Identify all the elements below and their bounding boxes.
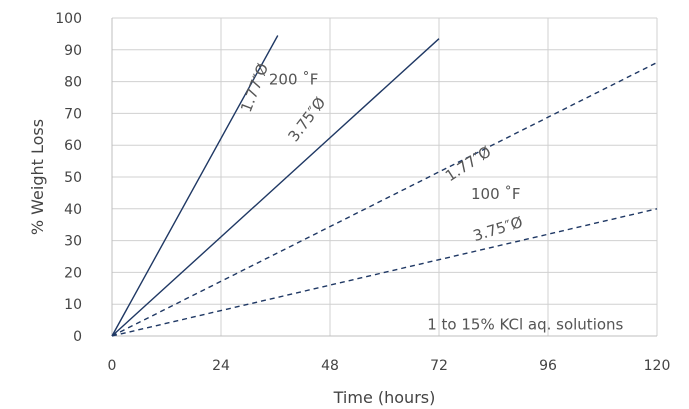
y-tick-label: 10 — [64, 297, 82, 313]
y-axis-title: % Weight Loss — [28, 119, 47, 235]
x-tick-label: 72 — [430, 358, 448, 374]
series-line-3 — [111, 61, 658, 337]
x-tick-label: 0 — [108, 358, 117, 374]
y-tick-label: 0 — [73, 329, 82, 345]
x-tick-labels: 0 24 48 72 96 120 — [108, 358, 671, 374]
y-tick-label: 80 — [64, 75, 82, 91]
x-tick-label: 48 — [321, 358, 339, 374]
ann-177-dashed: 1.77″Ø — [442, 142, 495, 185]
ann-177-solid: 1.77″Ø — [237, 61, 272, 115]
x-tick-label: 120 — [644, 358, 671, 374]
y-tick-label: 30 — [64, 234, 82, 250]
y-tick-label: 70 — [64, 106, 82, 122]
axes — [111, 18, 657, 337]
series-lines — [111, 35, 658, 337]
ann-375-solid: 3.75″Ø — [284, 94, 329, 146]
x-tick-label: 24 — [212, 358, 230, 374]
y-tick-label: 90 — [64, 43, 82, 59]
series-line-4 — [111, 208, 658, 337]
y-tick-labels: 0 10 20 30 40 50 60 70 80 90 100 — [55, 11, 82, 345]
ann-100f: 100 ˚F — [471, 185, 521, 203]
y-tick-label: 60 — [64, 138, 82, 154]
x-axis-title: Time (hours) — [333, 388, 436, 407]
x-tick-label: 96 — [539, 358, 557, 374]
y-tick-label: 50 — [64, 170, 82, 186]
y-tick-label: 40 — [64, 202, 82, 218]
series-line-2 — [111, 38, 440, 337]
gridlines — [112, 17, 658, 336]
series-line-1 — [111, 35, 279, 337]
ann-note: 1 to 15% KCl aq. solutions — [427, 315, 623, 333]
y-tick-label: 20 — [64, 265, 82, 281]
ann-200f: 200 ˚F — [269, 71, 319, 89]
y-tick-label: 100 — [55, 11, 82, 27]
